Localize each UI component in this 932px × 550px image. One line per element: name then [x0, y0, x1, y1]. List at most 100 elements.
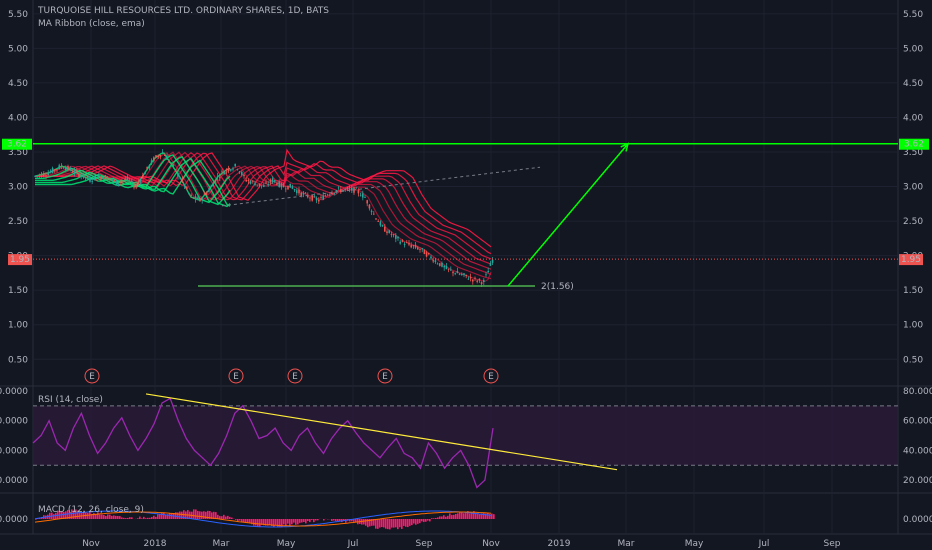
- macd-histogram-bar: [239, 519, 241, 521]
- macd-histogram-bar: [381, 519, 383, 528]
- macd-histogram-bar: [253, 519, 255, 526]
- rsi-line: [32, 397, 494, 489]
- macd-histogram-bar: [331, 519, 333, 522]
- macd-histogram-bar: [217, 514, 219, 519]
- macd-histogram-bar: [349, 519, 351, 522]
- rsi-tick-label-left: 80.0000: [0, 387, 28, 397]
- candle-body: [326, 194, 329, 196]
- macd-histogram-bar: [115, 515, 117, 519]
- macd-histogram-bar: [79, 511, 81, 519]
- candle-body: [60, 165, 63, 167]
- macd-histogram-bar: [407, 519, 409, 528]
- candle-body: [300, 192, 302, 197]
- candle-body: [401, 240, 404, 242]
- macd-histogram-bar: [267, 519, 269, 526]
- macd-histogram-bar: [445, 516, 447, 519]
- macd-histogram-bar: [87, 512, 89, 519]
- x-tick-label: May: [277, 539, 296, 549]
- candle-body: [172, 165, 175, 166]
- macd-histogram-bar: [289, 519, 291, 527]
- macd-histogram-bar: [263, 519, 265, 526]
- macd-histogram-bar: [379, 519, 381, 528]
- y-tick-label-left: 1.50: [8, 286, 28, 296]
- macd-histogram-bar: [363, 519, 365, 525]
- macd-histogram-bar: [273, 519, 275, 527]
- candle-body: [216, 176, 219, 178]
- candle-body: [221, 171, 223, 173]
- candle-body: [485, 274, 487, 276]
- candle-body: [227, 168, 230, 171]
- candle-body: [458, 273, 461, 275]
- macd-histogram-bar: [283, 519, 285, 525]
- macd-histogram-bar: [95, 514, 97, 519]
- x-tick-label: Sep: [416, 539, 433, 549]
- candle-body: [179, 178, 181, 180]
- candle-body: [355, 187, 357, 189]
- macd-histogram-bar: [117, 515, 119, 519]
- candle-body: [146, 166, 148, 170]
- macd-histogram-bar: [355, 519, 357, 523]
- candle-body: [137, 182, 140, 184]
- candle-body: [144, 172, 146, 175]
- macd-histogram-bar: [127, 517, 129, 519]
- macd-histogram-bar: [339, 519, 341, 522]
- candle-body: [43, 173, 45, 176]
- macd-histogram-bar: [111, 515, 113, 519]
- x-tick-label: Jul: [758, 539, 770, 549]
- macd-histogram-bar: [395, 519, 397, 528]
- candle-body: [230, 169, 232, 171]
- macd-histogram-bar: [365, 519, 367, 526]
- macd-histogram-bar: [469, 513, 471, 519]
- macd-histogram-bar: [279, 519, 281, 528]
- macd-histogram-bar: [311, 519, 313, 520]
- candle-body: [157, 155, 159, 158]
- candle-body: [89, 178, 91, 182]
- macd-histogram-bar: [141, 518, 143, 519]
- ma-ribbon-line: [35, 155, 231, 206]
- candle-body: [91, 180, 93, 182]
- y-tick-label-right: 3.00: [903, 183, 923, 193]
- macd-histogram-bar: [493, 514, 495, 519]
- macd-histogram-bar: [409, 519, 411, 526]
- macd-histogram-bar: [435, 517, 437, 519]
- candle-body: [263, 185, 265, 187]
- candle-body: [406, 242, 408, 244]
- macd-histogram-bar: [383, 519, 385, 528]
- candle-body: [373, 213, 375, 215]
- candle-body: [128, 180, 131, 182]
- macd-histogram-bar: [389, 519, 391, 530]
- macd-histogram-bar: [315, 519, 317, 521]
- macd-histogram-bar: [163, 512, 165, 519]
- macd-histogram-bar: [457, 513, 459, 519]
- macd-histogram-bar: [181, 511, 183, 519]
- macd-histogram-bar: [161, 513, 163, 519]
- candle-body: [188, 193, 190, 195]
- macd-histogram-bar: [157, 514, 159, 519]
- candle-body: [335, 190, 338, 192]
- y-tick-label-left: 0.50: [8, 355, 28, 365]
- candle-body: [320, 196, 322, 198]
- candle-body: [45, 175, 47, 177]
- macd-histogram-bar: [193, 509, 195, 519]
- candle-body: [155, 155, 157, 158]
- macd-histogram-bar: [313, 519, 315, 523]
- macd-histogram-bar: [261, 519, 263, 525]
- macd-histogram-bar: [335, 519, 337, 522]
- candle-body: [161, 152, 164, 153]
- projection-arrow-head: [620, 142, 630, 152]
- candle-body: [133, 185, 135, 188]
- candle-body: [329, 194, 331, 196]
- macd-histogram-bar: [147, 517, 149, 519]
- macd-histogram-bar: [333, 519, 335, 521]
- candle-body: [212, 183, 214, 187]
- candle-body: [445, 266, 448, 269]
- macd-histogram-bar: [143, 516, 145, 519]
- candle-body: [260, 185, 263, 187]
- macd-histogram-bar: [105, 516, 107, 519]
- support-label: 2(1.56): [541, 282, 574, 292]
- macd-histogram-bar: [121, 517, 123, 519]
- candle-body: [441, 262, 443, 267]
- macd-histogram-bar: [271, 519, 273, 527]
- y-tick-label-right: 2.50: [903, 217, 923, 227]
